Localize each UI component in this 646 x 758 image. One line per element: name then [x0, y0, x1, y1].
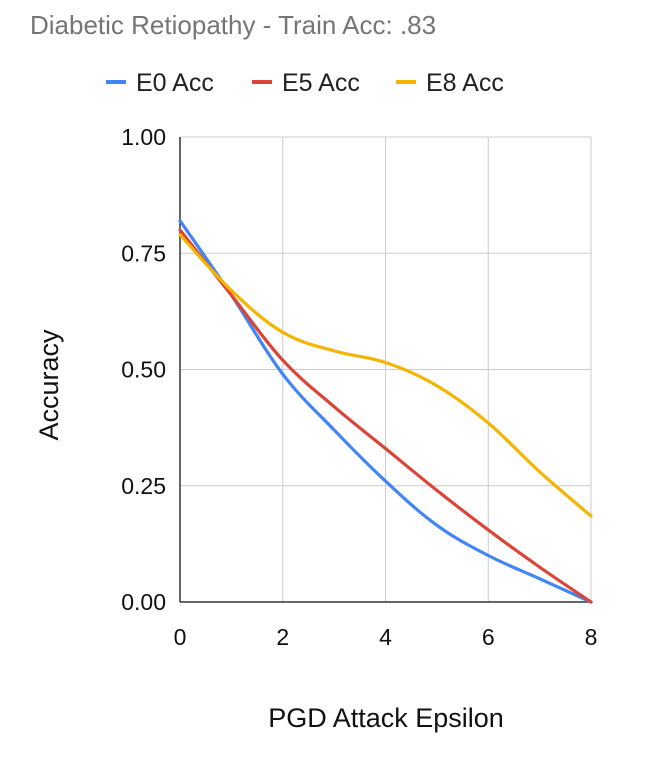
x-axis-title: PGD Attack Epsilon — [268, 703, 504, 733]
y-tick-label: 0.25 — [121, 473, 166, 499]
tick-labels: 0 2 4 6 8 0.00 0.25 0.50 0.75 1.00 — [121, 124, 597, 650]
y-tick-label: 0.50 — [121, 357, 166, 383]
legend-swatch-e5 — [252, 80, 272, 84]
series-line-e8-acc — [178, 233, 593, 518]
legend-item-e8[interactable]: E8 Acc — [396, 69, 504, 97]
legend-swatch-e8 — [396, 80, 416, 84]
legend-label-e5: E5 Acc — [282, 69, 360, 97]
y-tick-label: 1.00 — [121, 124, 166, 150]
series-line-e5-acc — [178, 228, 593, 604]
gridlines — [180, 136, 592, 602]
legend: E0 Acc E5 Acc E8 Acc — [106, 69, 504, 97]
x-tick-label: 2 — [276, 624, 289, 650]
legend-label-e8: E8 Acc — [426, 69, 504, 97]
x-tick-label: 4 — [379, 624, 392, 650]
legend-item-e0[interactable]: E0 Acc — [106, 69, 214, 97]
y-axis-title: Accuracy — [34, 329, 64, 441]
y-tick-label: 0.75 — [121, 240, 166, 266]
plot-area — [178, 219, 593, 604]
legend-item-e5[interactable]: E5 Acc — [252, 69, 360, 97]
chart-title: Diabetic Retiopathy - Train Acc: .83 — [30, 10, 436, 40]
x-tick-label: 0 — [174, 624, 187, 650]
y-tick-label: 0.00 — [121, 589, 166, 615]
axes — [179, 137, 591, 603]
x-tick-label: 8 — [585, 624, 598, 650]
x-tick-label: 6 — [482, 624, 495, 650]
legend-swatch-e0 — [106, 80, 126, 84]
legend-label-e0: E0 Acc — [136, 69, 214, 97]
